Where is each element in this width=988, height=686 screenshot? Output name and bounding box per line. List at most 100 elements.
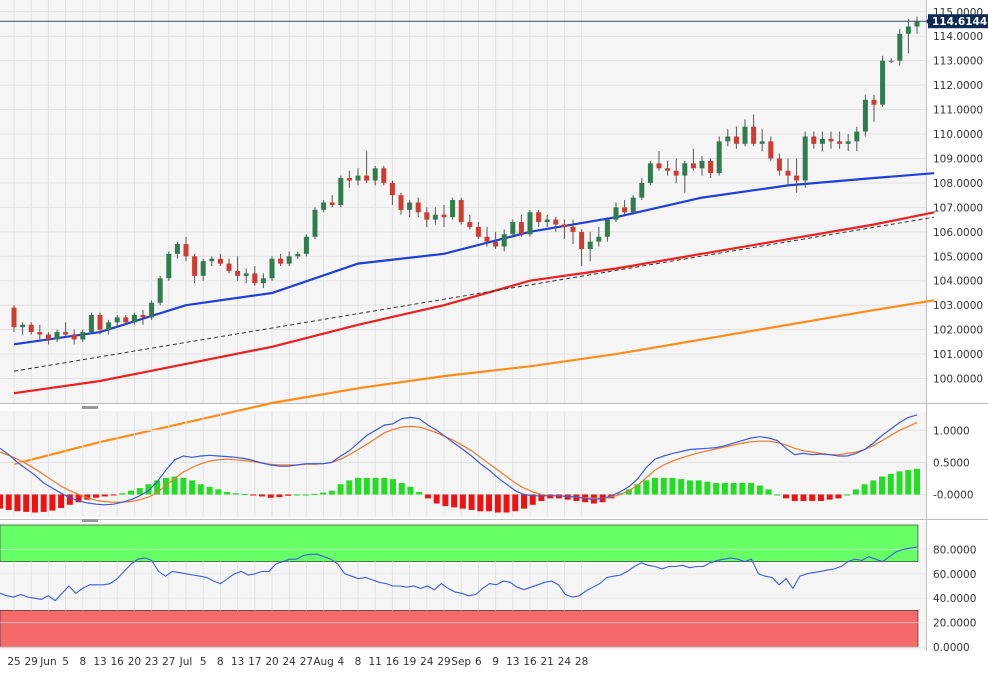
candle[interactable]	[441, 204, 447, 227]
candle[interactable]	[71, 329, 77, 345]
candle[interactable]	[596, 226, 602, 247]
candle[interactable]	[398, 192, 404, 215]
candle[interactable]	[905, 19, 911, 54]
candle[interactable]	[802, 131, 808, 188]
candle[interactable]	[106, 319, 112, 335]
candle[interactable]	[355, 168, 361, 186]
candle[interactable]	[510, 219, 516, 237]
candle[interactable]	[682, 160, 688, 193]
panel-resize-handle[interactable]	[82, 406, 98, 409]
candle[interactable]	[321, 200, 327, 213]
candle[interactable]	[656, 151, 662, 171]
candle[interactable]	[725, 129, 731, 147]
candle[interactable]	[432, 207, 438, 225]
candle[interactable]	[854, 126, 860, 152]
candle[interactable]	[389, 180, 395, 205]
candle[interactable]	[174, 241, 180, 259]
candle[interactable]	[407, 200, 413, 218]
candle[interactable]	[493, 231, 499, 249]
candle[interactable]	[252, 266, 258, 286]
candle[interactable]	[338, 175, 344, 208]
candle[interactable]	[381, 165, 387, 186]
candle[interactable]	[312, 207, 318, 240]
candle[interactable]	[97, 312, 103, 335]
panel-resize-handle[interactable]	[82, 519, 98, 522]
candle[interactable]	[123, 314, 129, 325]
candle[interactable]	[862, 94, 868, 137]
candle[interactable]	[518, 214, 524, 237]
candle[interactable]	[733, 126, 739, 149]
candle[interactable]	[794, 158, 800, 193]
candle[interactable]	[88, 312, 94, 333]
candle[interactable]	[131, 312, 137, 325]
candle[interactable]	[415, 197, 421, 218]
candle[interactable]	[260, 273, 266, 289]
candle[interactable]	[751, 114, 757, 147]
candle[interactable]	[114, 314, 120, 328]
candle[interactable]	[811, 131, 817, 149]
candle[interactable]	[527, 209, 533, 237]
candle[interactable]	[639, 178, 645, 201]
candle[interactable]	[37, 324, 43, 340]
candle[interactable]	[217, 253, 223, 267]
candle[interactable]	[28, 322, 34, 335]
candle[interactable]	[699, 156, 705, 176]
candle[interactable]	[544, 214, 550, 227]
candle[interactable]	[785, 158, 791, 186]
candle[interactable]	[20, 322, 26, 335]
candle[interactable]	[45, 332, 51, 345]
candle[interactable]	[604, 217, 610, 242]
candle[interactable]	[665, 160, 671, 176]
candle[interactable]	[209, 256, 215, 267]
candle[interactable]	[484, 226, 490, 247]
candle[interactable]	[372, 165, 378, 186]
candle[interactable]	[759, 129, 765, 152]
candle[interactable]	[269, 256, 275, 281]
candle[interactable]	[63, 322, 69, 337]
candle[interactable]	[776, 153, 782, 176]
candle[interactable]	[450, 197, 456, 220]
candle[interactable]	[837, 131, 843, 149]
candle[interactable]	[303, 234, 309, 257]
candle[interactable]	[845, 134, 851, 152]
candle[interactable]	[880, 55, 886, 108]
candle[interactable]	[475, 222, 481, 240]
candle[interactable]	[226, 258, 232, 274]
candle[interactable]	[768, 136, 774, 161]
candle[interactable]	[690, 148, 696, 171]
candle[interactable]	[329, 195, 335, 208]
candle[interactable]	[243, 268, 249, 284]
candle[interactable]	[622, 200, 628, 215]
candle[interactable]	[140, 310, 146, 325]
candle[interactable]	[364, 151, 370, 183]
candle[interactable]	[647, 160, 653, 186]
candle[interactable]	[346, 170, 352, 188]
candle[interactable]	[278, 253, 284, 267]
candle[interactable]	[579, 229, 585, 267]
candle[interactable]	[819, 131, 825, 152]
candle[interactable]	[630, 195, 636, 215]
candle[interactable]	[673, 158, 679, 183]
candle[interactable]	[192, 253, 198, 284]
candle[interactable]	[424, 207, 430, 227]
candle[interactable]	[200, 258, 206, 281]
candle[interactable]	[888, 58, 894, 64]
candle[interactable]	[157, 275, 163, 306]
candle[interactable]	[166, 251, 172, 281]
candle[interactable]	[458, 197, 464, 225]
candle[interactable]	[742, 119, 748, 147]
candle[interactable]	[828, 131, 834, 149]
candle[interactable]	[149, 300, 155, 320]
candle[interactable]	[80, 329, 86, 342]
candle[interactable]	[553, 217, 559, 232]
candle[interactable]	[11, 305, 17, 333]
candle[interactable]	[501, 229, 507, 252]
candle[interactable]	[561, 219, 567, 240]
candle[interactable]	[467, 214, 473, 230]
candle[interactable]	[536, 209, 542, 227]
candle[interactable]	[613, 202, 619, 223]
candle[interactable]	[708, 158, 714, 179]
candle[interactable]	[235, 256, 241, 281]
candle[interactable]	[716, 136, 722, 176]
candle[interactable]	[587, 231, 593, 262]
